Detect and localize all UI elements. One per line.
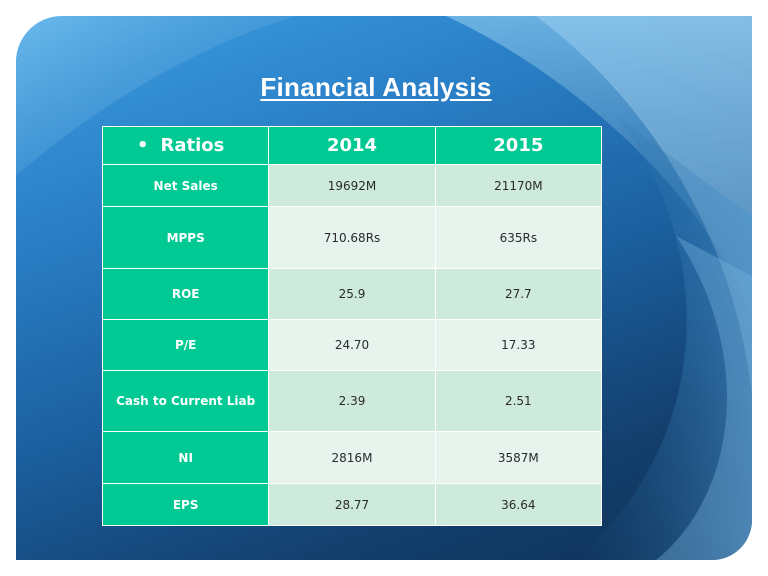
row-label: ROE <box>101 268 270 320</box>
background-swoosh <box>16 16 752 560</box>
value-2015: 17.33 <box>434 319 603 371</box>
table-header-row: • Ratios 2014 2015 <box>101 126 603 165</box>
value-2015: 635Rs <box>434 206 603 269</box>
row-label: Cash to Current Liab <box>101 370 270 432</box>
table-row: Net Sales 19692M 21170M <box>101 164 603 207</box>
value-2015: 21170M <box>434 164 603 207</box>
row-label: P/E <box>101 319 270 371</box>
value-2014: 710.68Rs <box>268 206 436 269</box>
value-2015: 2.51 <box>434 370 603 432</box>
value-2015: 36.64 <box>434 483 603 526</box>
value-2015: 27.7 <box>434 268 603 320</box>
value-2014: 24.70 <box>268 319 436 371</box>
table-row: EPS 28.77 36.64 <box>101 483 603 526</box>
value-2014: 19692M <box>268 164 436 207</box>
slide-title: Financial Analysis <box>260 72 492 102</box>
header-ratios: • Ratios <box>101 126 270 165</box>
value-2014: 25.9 <box>268 268 436 320</box>
row-label: Net Sales <box>101 164 270 207</box>
value-2014: 28.77 <box>268 483 436 526</box>
ratio-table: • Ratios 2014 2015 Net Sales 19692M 21170… <box>101 126 603 526</box>
row-label: EPS <box>101 483 270 526</box>
row-label: MPPS <box>101 206 270 269</box>
header-2014: 2014 <box>268 126 436 165</box>
header-2015: 2015 <box>434 126 603 165</box>
value-2014: 2.39 <box>268 370 436 432</box>
table-row: P/E 24.70 17.33 <box>101 319 603 371</box>
header-ratios-label: Ratios <box>160 135 225 156</box>
table-row: NI 2816M 3587M <box>101 431 603 484</box>
bullet-icon: • <box>137 135 149 156</box>
table-row: MPPS 710.68Rs 635Rs <box>101 206 603 269</box>
row-label: NI <box>101 431 270 484</box>
table-row: ROE 25.9 27.7 <box>101 268 603 320</box>
value-2014: 2816M <box>268 431 436 484</box>
table-row: Cash to Current Liab 2.39 2.51 <box>101 370 603 432</box>
value-2015: 3587M <box>434 431 603 484</box>
